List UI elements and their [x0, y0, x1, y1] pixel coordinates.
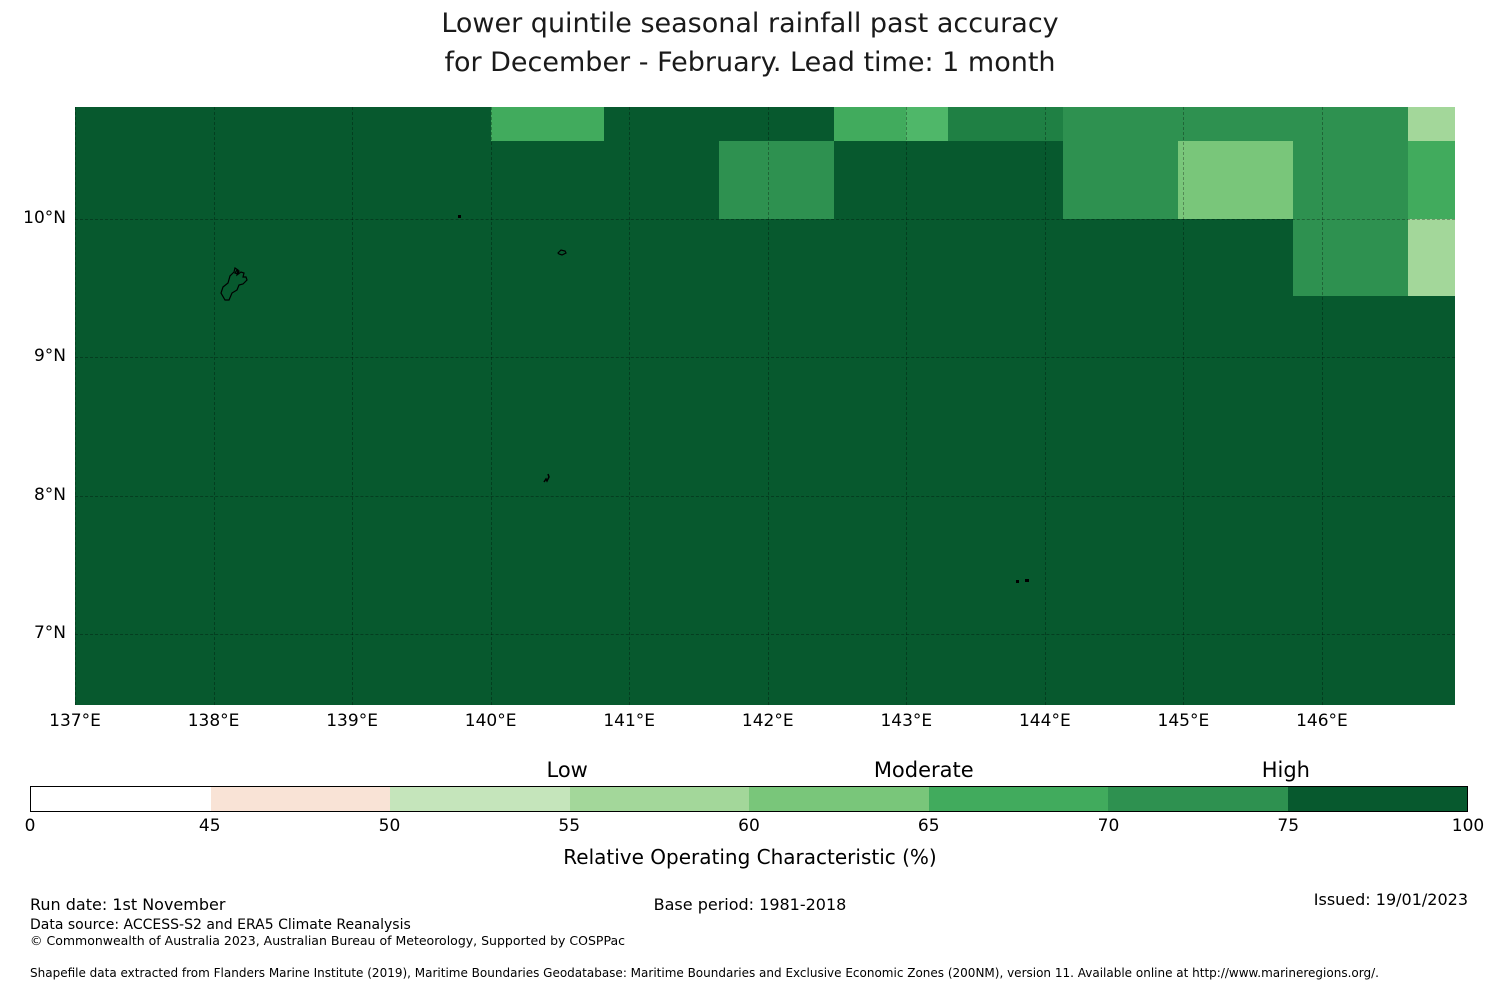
chart-title-line2: for December - February. Lead time: 1 mo…	[444, 47, 1056, 78]
lat-gridline	[75, 357, 1455, 359]
x-tick-label: 143°E	[880, 711, 933, 731]
colorbar-tick-label: 75	[1277, 816, 1300, 836]
colorbar-tick-label: 0	[24, 816, 36, 836]
map-cell-roc-70-75	[719, 141, 835, 219]
lon-gridline	[906, 107, 908, 705]
map-cell-roc-70-75	[947, 107, 1063, 142]
y-tick-label: 9°N	[33, 346, 66, 367]
map-cell-roc-65-70	[1407, 141, 1455, 219]
colorbar-tick-label: 55	[558, 816, 581, 836]
map-cell-roc-55-60	[1407, 107, 1455, 142]
map-cell-roc-65-70	[490, 107, 605, 142]
footer-shapefile-note: Shapefile data extracted from Flanders M…	[30, 966, 1379, 980]
colorbar-segment-55-60	[569, 787, 749, 811]
map-cell-roc-70-75	[1062, 107, 1408, 142]
chart-title: Lower quintile seasonal rainfall past ac…	[0, 4, 1500, 82]
map-cell-roc-70-75	[1292, 141, 1408, 297]
lon-gridline	[75, 107, 76, 705]
footer-copyright: © Commonwealth of Australia 2023, Austra…	[30, 933, 625, 948]
zone-label-moderate: Moderate	[873, 758, 974, 782]
colorbar-tick-label: 100	[1451, 816, 1485, 836]
lon-gridline	[213, 107, 215, 705]
colorbar-tick-label: 45	[198, 816, 221, 836]
footer-data-source: Data source: ACCESS-S2 and ERA5 Climate …	[30, 917, 411, 933]
y-tick-label: 8°N	[33, 484, 66, 505]
lon-gridline	[490, 107, 492, 705]
island-outlines-layer	[220, 215, 1029, 583]
island-dot-1	[458, 215, 461, 218]
colorbar-segment-70-75	[1108, 787, 1288, 811]
lon-gridline	[1183, 107, 1185, 705]
colorbar-segment-50-55	[390, 787, 570, 811]
lon-gridline	[1321, 107, 1323, 705]
y-tick-label: 10°N	[23, 207, 66, 228]
map-cell-roc-60-65	[1177, 141, 1293, 219]
footer-base-period: Base period: 1981-2018	[653, 895, 847, 914]
colorbar-segment-60-65	[749, 787, 929, 811]
colorbar	[30, 786, 1468, 812]
y-tick-label: 7°N	[33, 623, 66, 644]
lat-gridline	[75, 634, 1455, 636]
zone-label-low: Low	[546, 758, 588, 782]
x-tick-label: 142°E	[741, 711, 794, 731]
zone-label-high: High	[1261, 758, 1310, 782]
x-tick-label: 145°E	[1157, 711, 1210, 731]
island-dot-4	[1016, 580, 1019, 583]
colorbar-segment-75-100	[1287, 787, 1467, 811]
colorbar-axis-label: Relative Operating Characteristic (%)	[563, 845, 937, 869]
colorbar-segment-45-50	[210, 787, 390, 811]
map-cell-roc-70-75	[1062, 141, 1178, 219]
island-dot-5	[1025, 579, 1029, 582]
x-tick-label: 146°E	[1296, 711, 1348, 731]
x-tick-label: 141°E	[603, 711, 656, 731]
colorbar-tick-label: 70	[1097, 816, 1120, 836]
colorbar-tick-label: 50	[378, 816, 401, 836]
x-tick-label: 140°E	[464, 711, 517, 731]
island-outline-2	[557, 249, 567, 256]
lon-gridline	[629, 107, 631, 705]
footer-issued-date: Issued: 19/01/2023	[1313, 890, 1468, 909]
island-outline-yap	[220, 267, 248, 301]
lon-gridline	[352, 107, 354, 705]
x-tick-label: 137°E	[49, 711, 101, 731]
x-tick-label: 139°E	[326, 711, 378, 731]
lon-gridline	[767, 107, 769, 705]
lat-gridline	[75, 218, 1455, 220]
chart-title-line1: Lower quintile seasonal rainfall past ac…	[441, 8, 1059, 39]
x-tick-label: 144°E	[1018, 711, 1071, 731]
colorbar-segment-0-45	[31, 787, 211, 811]
colorbar-segment-65-70	[928, 787, 1108, 811]
colorbar-tick-label: 65	[917, 816, 940, 836]
x-tick-label: 138°E	[187, 711, 240, 731]
map-cell-roc-55-60	[1407, 218, 1455, 297]
island-outline-3	[543, 473, 550, 483]
lon-gridline	[1044, 107, 1046, 705]
lat-gridline	[75, 495, 1455, 497]
map-cell-roc-65-70	[906, 107, 948, 142]
map-plot	[75, 107, 1455, 705]
footer-run-date: Run date: 1st November	[30, 895, 226, 914]
colorbar-tick-label: 60	[738, 816, 760, 836]
map-cell-roc-65-70	[834, 107, 907, 142]
